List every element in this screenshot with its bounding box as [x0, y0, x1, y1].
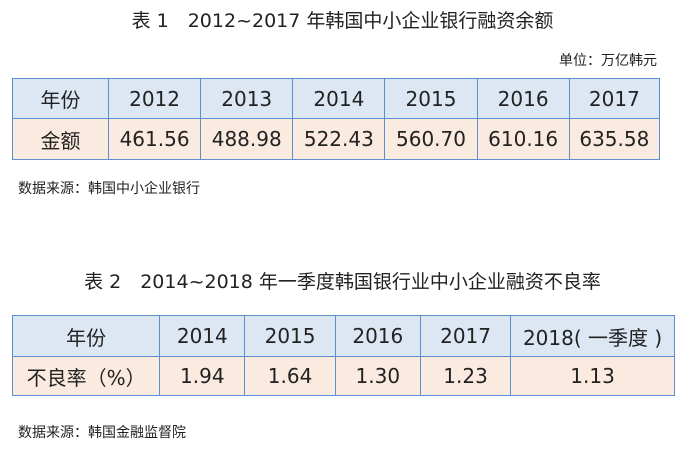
table-cell: 2014 — [159, 315, 246, 357]
table-cell: 2013 — [200, 78, 294, 119]
table-cell: 2015 — [244, 315, 336, 357]
table-cell: 2016 — [476, 78, 570, 119]
table-cell: 年份 — [12, 78, 109, 119]
table-cell: 2014 — [292, 78, 386, 119]
table-cell: 461.56 — [107, 118, 202, 160]
table-cell: 金额 — [12, 118, 109, 160]
table-cell: 1.64 — [244, 356, 336, 396]
table: 年份 2014 2015 2016 2017 2018( 一季度 ) 不良率（%） 1.94 1… — [11, 315, 675, 396]
table-cell: 2017 — [568, 78, 661, 119]
table-cell: 1.23 — [419, 356, 512, 396]
table-cell: 不良率（%） — [11, 356, 161, 396]
table-cell: 635.58 — [568, 118, 661, 160]
table-row: 金额 461.56 488.98 522.43 560.70 610.16 635.58 — [12, 118, 661, 160]
table-title: 表 2 2014~2018 年一季度韩国银行业中小企业融资不良率 — [84, 271, 601, 293]
unit-note: 单位：万亿韩元 — [559, 53, 657, 69]
table-cell: 1.13 — [510, 356, 675, 396]
table-cell: 1.94 — [159, 356, 246, 396]
table-title: 表 1 2012~2017 年韩国中小企业银行融资余额 — [131, 10, 554, 32]
table-cell: 2015 — [384, 78, 478, 119]
table-cell: 2016 — [334, 315, 421, 357]
table-row: 年份 2012 2013 2014 2015 2016 2017 — [12, 78, 661, 119]
table-cell: 2017 — [419, 315, 512, 357]
table-cell: 2018( 一季度 ) — [510, 315, 675, 357]
table-row: 不良率（%） 1.94 1.64 1.30 1.23 1.13 — [11, 356, 675, 396]
table-cell: 488.98 — [200, 118, 294, 160]
table-cell: 560.70 — [384, 118, 478, 160]
table: 年份 2012 2013 2014 2015 2016 2017 金额 461.56 488.98… — [12, 78, 661, 160]
table-cell: 1.30 — [334, 356, 421, 396]
table-cell: 522.43 — [292, 118, 386, 160]
table-cell: 2012 — [107, 78, 202, 119]
table-cell: 610.16 — [476, 118, 570, 160]
source-note: 数据来源：韩国金融监督院 — [18, 425, 186, 441]
table-cell: 年份 — [11, 315, 161, 357]
source-note: 数据来源：韩国中小企业银行 — [18, 181, 200, 197]
table-row: 年份 2014 2015 2016 2017 2018( 一季度 ) — [11, 315, 675, 357]
